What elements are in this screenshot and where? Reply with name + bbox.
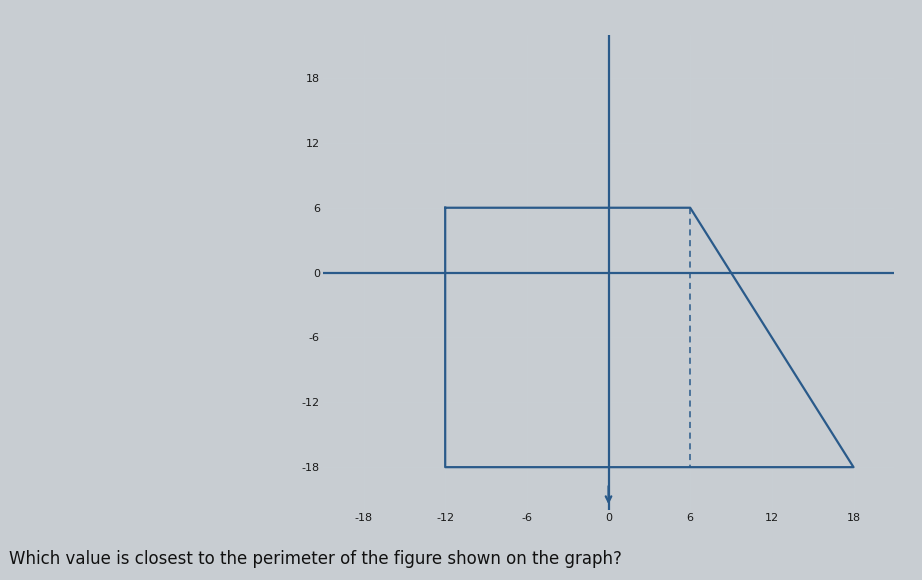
Text: Which value is closest to the perimeter of the figure shown on the graph?: Which value is closest to the perimeter … [9, 550, 622, 568]
